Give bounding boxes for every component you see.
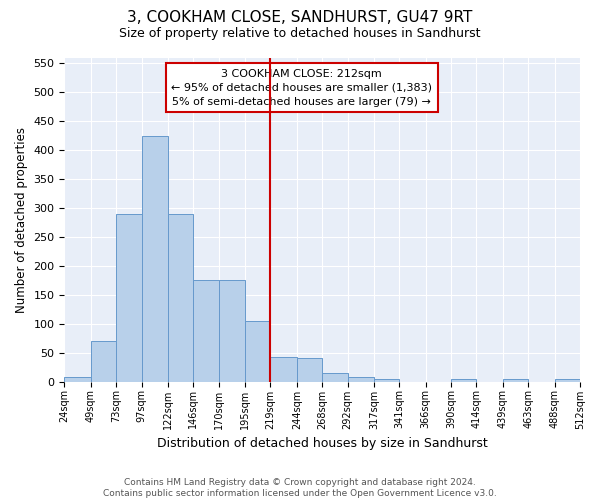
Bar: [374, 379, 400, 382]
Bar: [451, 379, 476, 382]
Bar: [271, 358, 297, 382]
Bar: [193, 280, 218, 382]
Bar: [554, 379, 580, 382]
Bar: [503, 379, 528, 382]
Bar: [64, 377, 91, 382]
Bar: [91, 341, 116, 382]
Bar: [245, 321, 271, 382]
Bar: [116, 214, 142, 382]
Text: Contains HM Land Registry data © Crown copyright and database right 2024.
Contai: Contains HM Land Registry data © Crown c…: [103, 478, 497, 498]
Bar: [168, 214, 193, 382]
Text: 3 COOKHAM CLOSE: 212sqm
← 95% of detached houses are smaller (1,383)
5% of semi-: 3 COOKHAM CLOSE: 212sqm ← 95% of detache…: [171, 69, 432, 107]
Text: 3, COOKHAM CLOSE, SANDHURST, GU47 9RT: 3, COOKHAM CLOSE, SANDHURST, GU47 9RT: [127, 10, 473, 25]
Bar: [322, 373, 347, 382]
Bar: [297, 358, 322, 382]
Y-axis label: Number of detached properties: Number of detached properties: [15, 126, 28, 312]
Text: Size of property relative to detached houses in Sandhurst: Size of property relative to detached ho…: [119, 28, 481, 40]
Bar: [218, 280, 245, 382]
X-axis label: Distribution of detached houses by size in Sandhurst: Distribution of detached houses by size …: [157, 437, 488, 450]
Bar: [347, 377, 374, 382]
Bar: [142, 136, 168, 382]
